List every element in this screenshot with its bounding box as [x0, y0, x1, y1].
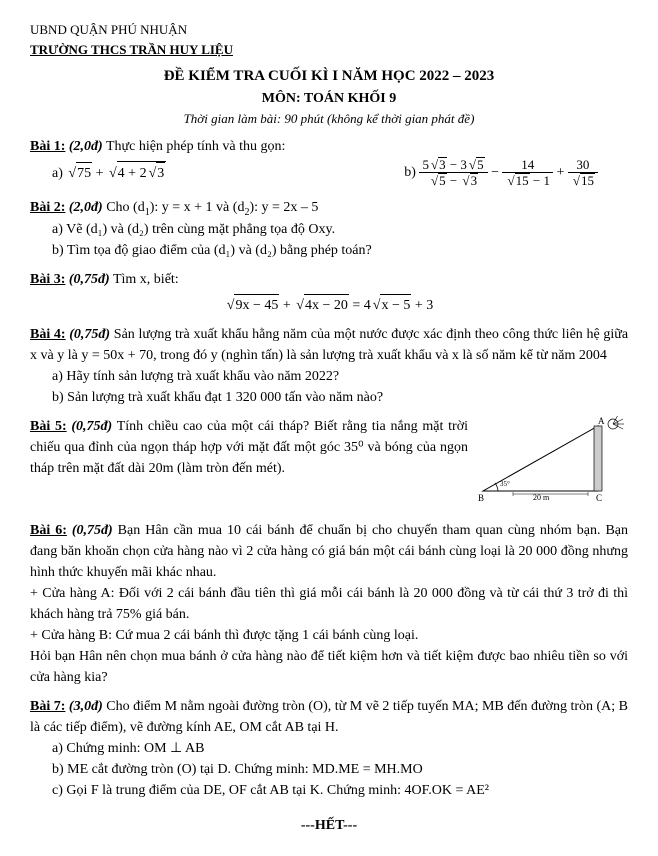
bai-1: Bài 1: (2,0đ) Thực hiện phép tính và thu…	[30, 136, 628, 189]
b6-p1: Bạn Hân cần mua 10 cái bánh để chuẩn bị …	[30, 523, 628, 580]
b4-b: b) Sản lượng trà xuất khẩu đạt 1 320 000…	[52, 387, 628, 408]
b3-text: Tìm x, biết:	[113, 272, 179, 287]
b7-label: Bài 7:	[30, 699, 65, 714]
b3-label: Bài 3:	[30, 272, 65, 287]
bai-5: 35° A B C 20 m Bài 5: (0,75đ) Tính chiều…	[30, 416, 628, 512]
b1-a-expr: 75 + 4 + 23	[66, 166, 166, 181]
b1-pts: (2,0đ)	[69, 139, 103, 154]
b1-b-label: b)	[404, 165, 416, 180]
bai-2: Bài 2: (2,0đ) Cho (d1): y = x + 1 và (d2…	[30, 197, 628, 262]
b1-items: a) 75 + 4 + 23 b) 53 − 355 − 3 − 1415 − …	[52, 157, 628, 189]
b3-expr: 9x − 45 + 4x − 20 = 4x − 5 + 3	[30, 294, 628, 316]
bai-4: Bài 4: (0,75đ) Sản lượng trà xuất khẩu h…	[30, 324, 628, 408]
title-block: ĐỀ KIỂM TRA CUỐI KÌ I NĂM HỌC 2022 – 202…	[30, 65, 628, 128]
header-ubnd: UBND QUẬN PHÚ NHUẬN	[30, 20, 628, 40]
title-subject: MÔN: TOÁN KHỐI 9	[30, 88, 628, 109]
title-main: ĐỀ KIỂM TRA CUỐI KÌ I NĂM HỌC 2022 – 202…	[30, 65, 628, 88]
end-marker: ---HẾT---	[30, 815, 628, 836]
b5-B: B	[478, 493, 484, 503]
b2-a: a) Vẽ (d₁) và (d₂) trên cùng mặt phẳng t…	[52, 219, 628, 240]
b6-p3: + Cửa hàng B: Cứ mua 2 cái bánh thì được…	[30, 625, 628, 646]
b6-p4: Hỏi bạn Hân nên chọn mua bánh ở cửa hàng…	[30, 646, 628, 688]
b2-text: Cho (d1): y = x + 1 và (d2): y = 2x – 5	[106, 200, 318, 215]
b5-label: Bài 5:	[30, 419, 67, 434]
b6-label: Bài 6:	[30, 523, 67, 538]
b2-pts: (2,0đ)	[69, 200, 103, 215]
header-school: TRƯỜNG THCS TRẦN HUY LIỆU	[30, 40, 628, 60]
b1-label: Bài 1:	[30, 139, 65, 154]
b2-b: b) Tìm tọa độ giao điểm của (d₁) và (d₂)…	[52, 240, 628, 261]
b5-dist: 20 m	[533, 493, 550, 502]
b3-pts: (0,75đ)	[69, 272, 110, 287]
b7-c: c) Gọi F là trung điểm của DE, OF cắt AB…	[52, 780, 628, 801]
b5-A: A	[598, 416, 605, 426]
b1-a-label: a)	[52, 166, 63, 181]
b1-a: a) 75 + 4 + 23	[52, 161, 166, 184]
b4-pts: (0,75đ)	[69, 327, 110, 342]
b2-label: Bài 2:	[30, 200, 65, 215]
b4-text: Sản lượng trà xuất khẩu hằng năm của một…	[30, 327, 628, 363]
b7-text: Cho điểm M nằm ngoài đường tròn (O), từ …	[30, 699, 628, 735]
b4-a: a) Hãy tính sản lượng trà xuất khẩu vào …	[52, 366, 628, 387]
b6-p2: + Cửa hàng A: Đối với 2 cái bánh đầu tiê…	[30, 583, 628, 625]
bai-7: Bài 7: (3,0đ) Cho điểm M nằm ngoài đường…	[30, 696, 628, 801]
b1-b: b) 53 − 355 − 3 − 1415 − 1 + 3015	[404, 157, 628, 189]
b5-angle: 35°	[500, 480, 510, 488]
b5-pts: (0,75đ)	[71, 419, 112, 434]
b1-text: Thực hiện phép tính và thu gọn:	[106, 139, 285, 154]
bai-6: Bài 6: (0,75đ) Bạn Hân cần mua 10 cái bá…	[30, 520, 628, 688]
b7-b: b) ME cắt đường tròn (O) tại D. Chứng mi…	[52, 759, 628, 780]
b7-pts: (3,0đ)	[69, 699, 103, 714]
b5-C: C	[596, 493, 602, 503]
bai-3: Bài 3: (0,75đ) Tìm x, biết: 9x − 45 + 4x…	[30, 269, 628, 316]
title-time: Thời gian làm bài: 90 phút (không kể thờ…	[30, 109, 628, 129]
b7-a: a) Chứng minh: OM ⊥ AB	[52, 738, 628, 759]
b1-b-expr: 53 − 355 − 3 − 1415 − 1 + 3015	[419, 165, 598, 180]
b6-pts: (0,75đ)	[72, 523, 113, 538]
b5-diagram: 35° A B C 20 m	[478, 416, 628, 506]
b4-label: Bài 4:	[30, 327, 66, 342]
